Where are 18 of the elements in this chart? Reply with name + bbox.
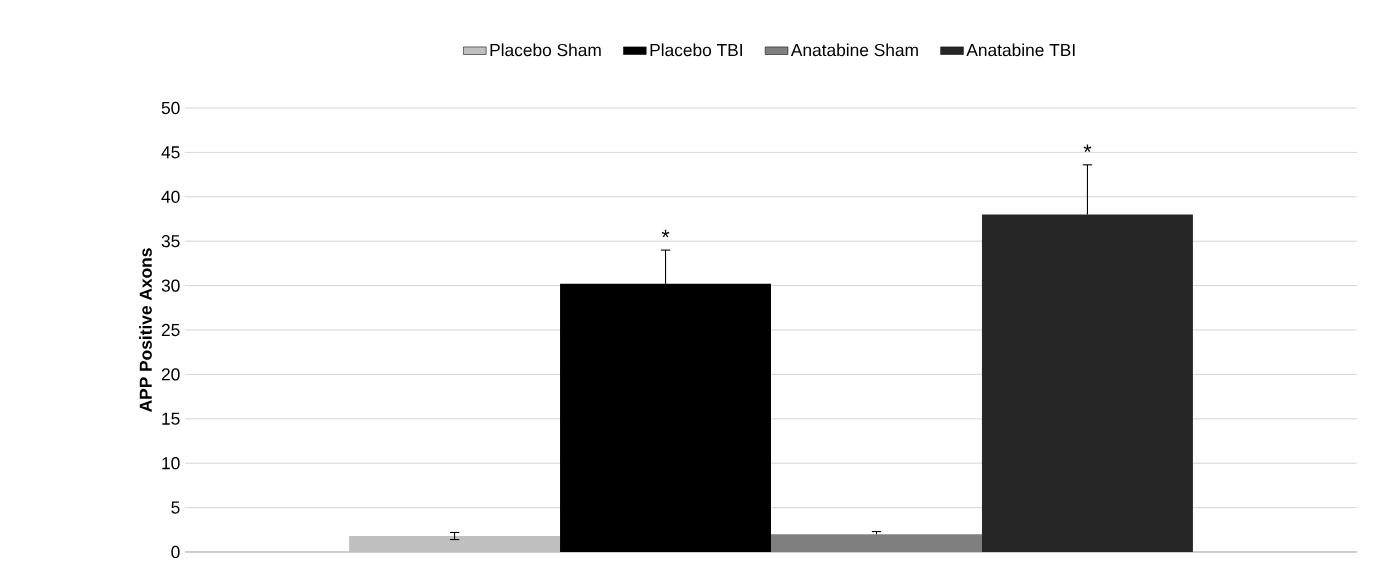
y-axis-title: APP Positive Axons (139, 248, 152, 412)
y-tick-label: 45 (161, 146, 180, 159)
y-tick-label: 35 (161, 235, 180, 248)
y-tick-label: 20 (161, 368, 180, 381)
y-tick-label: 40 (161, 190, 180, 203)
legend-label: Anatabine TBI (966, 43, 1075, 57)
y-tick-label: 30 (161, 279, 180, 292)
y-tick-label: 25 (161, 323, 180, 337)
legend-label: Anatabine Sham (790, 43, 918, 57)
legend-label: Placebo TBI (650, 43, 742, 57)
y-tick-label: 15 (162, 412, 180, 425)
data-label: * (661, 229, 670, 238)
y-tick-label: 10 (162, 457, 180, 470)
y-tick-label: 0 (171, 545, 180, 559)
y-tick-label: 5 (171, 501, 180, 514)
data-label: * (1083, 144, 1092, 153)
y-tick-label: 50 (161, 101, 180, 115)
legend-label: Placebo Sham (490, 43, 601, 57)
